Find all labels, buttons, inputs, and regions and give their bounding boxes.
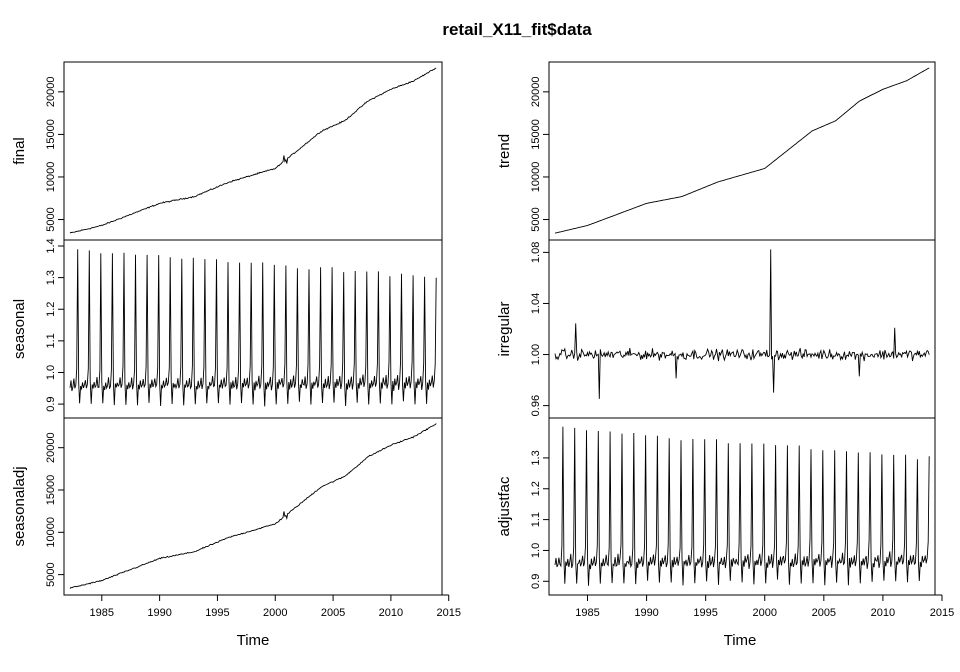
x-tick-label: 2000 [263,607,287,619]
y-tick-label: 10000 [45,517,57,548]
series-line-seasonal [69,249,437,407]
panel-final: 5000 10000 15000 20000 final [11,61,443,241]
y-tick-label: 0.9 [45,396,57,411]
y-tick-label: 5000 [45,562,57,586]
series-line-adjustfac [554,426,930,586]
panel-frame [548,417,936,596]
y-tick-label: 1.00 [530,344,542,365]
y-tick-label: 1.0 [530,543,542,558]
x-tick-label: 2010 [871,607,895,619]
y-axis-label: final [11,137,28,165]
x-tick-label: 1995 [205,607,229,619]
y-tick-label: 15000 [45,119,57,150]
x-tick-label: 2005 [321,607,345,619]
y-tick-label: 1.2 [45,302,57,317]
x-tick-label: 2005 [812,607,836,619]
y-axis-label: seasonaladj [11,466,28,546]
y-tick-label: 20000 [530,77,542,108]
x-tick-label: 1995 [693,607,717,619]
y-tick-label: 10000 [530,162,542,193]
y-tick-label: 5000 [530,207,542,231]
x-tick-label: 2015 [436,607,460,619]
y-axis-label: irregular [496,301,513,356]
x-axis-label-right: Time [724,632,757,649]
series-line-final [69,67,437,234]
y-tick-label: 1.4 [45,238,57,253]
panel-frame [63,417,443,596]
y-tick-label: 1.0 [45,365,57,380]
y-tick-label: 1.3 [530,450,542,465]
y-tick-label: 20000 [45,432,57,463]
y-axis-label: adjustfac [496,476,513,537]
x-tick-label: 2015 [930,607,954,619]
x-tick-label: 2010 [379,607,403,619]
series-line-irregular [554,249,930,399]
x-axis-label-left: Time [237,632,270,649]
y-tick-label: 1.04 [530,293,542,314]
y-tick-label: 10000 [45,162,57,193]
y-tick-label: 1.3 [45,270,57,285]
panel-frame [63,61,443,241]
y-tick-label: 20000 [45,77,57,108]
x-tick-label: 1985 [575,607,599,619]
panel-seasonal: 0.9 1.0 1.1 1.2 1.3 1.4 seasonal [11,238,443,419]
panel-frame [63,239,443,419]
x-tick-label: 2000 [753,607,777,619]
y-tick-label: 1.1 [530,512,542,527]
x-tick-label: 1990 [147,607,171,619]
series-line-seasonaladj [69,423,437,589]
panel-frame [548,61,936,241]
y-tick-label: 1.1 [45,333,57,348]
y-tick-label: 0.9 [530,574,542,589]
y-tick-label: 1.08 [530,242,542,263]
panel-frame [548,239,936,419]
y-axis-label: seasonal [11,299,28,359]
x-tick-label: 1985 [90,607,114,619]
x-tick-label: 1990 [634,607,658,619]
panel-adjustfac: 0.9 1.0 1.1 1.2 1.3 adjustfac 1985 1990 1995 2000… [496,417,954,619]
y-tick-label: 15000 [530,119,542,150]
panel-seasonaladj: 5000 10000 15000 20000 seasonaladj 1985 1990 19… [11,417,461,619]
y-tick-label: 1.2 [530,481,542,496]
y-axis-label: trend [496,134,513,168]
y-tick-label: 0.96 [530,395,542,416]
y-tick-label: 5000 [45,207,57,231]
panel-irregular: 0.96 1.00 1.04 1.08 irregular [496,239,936,419]
chart-title: retail_X11_fit$data [442,20,592,39]
panel-trend: 5000 10000 15000 20000 trend [496,61,936,241]
series-line-trend [554,67,930,234]
y-tick-label: 15000 [45,475,57,506]
